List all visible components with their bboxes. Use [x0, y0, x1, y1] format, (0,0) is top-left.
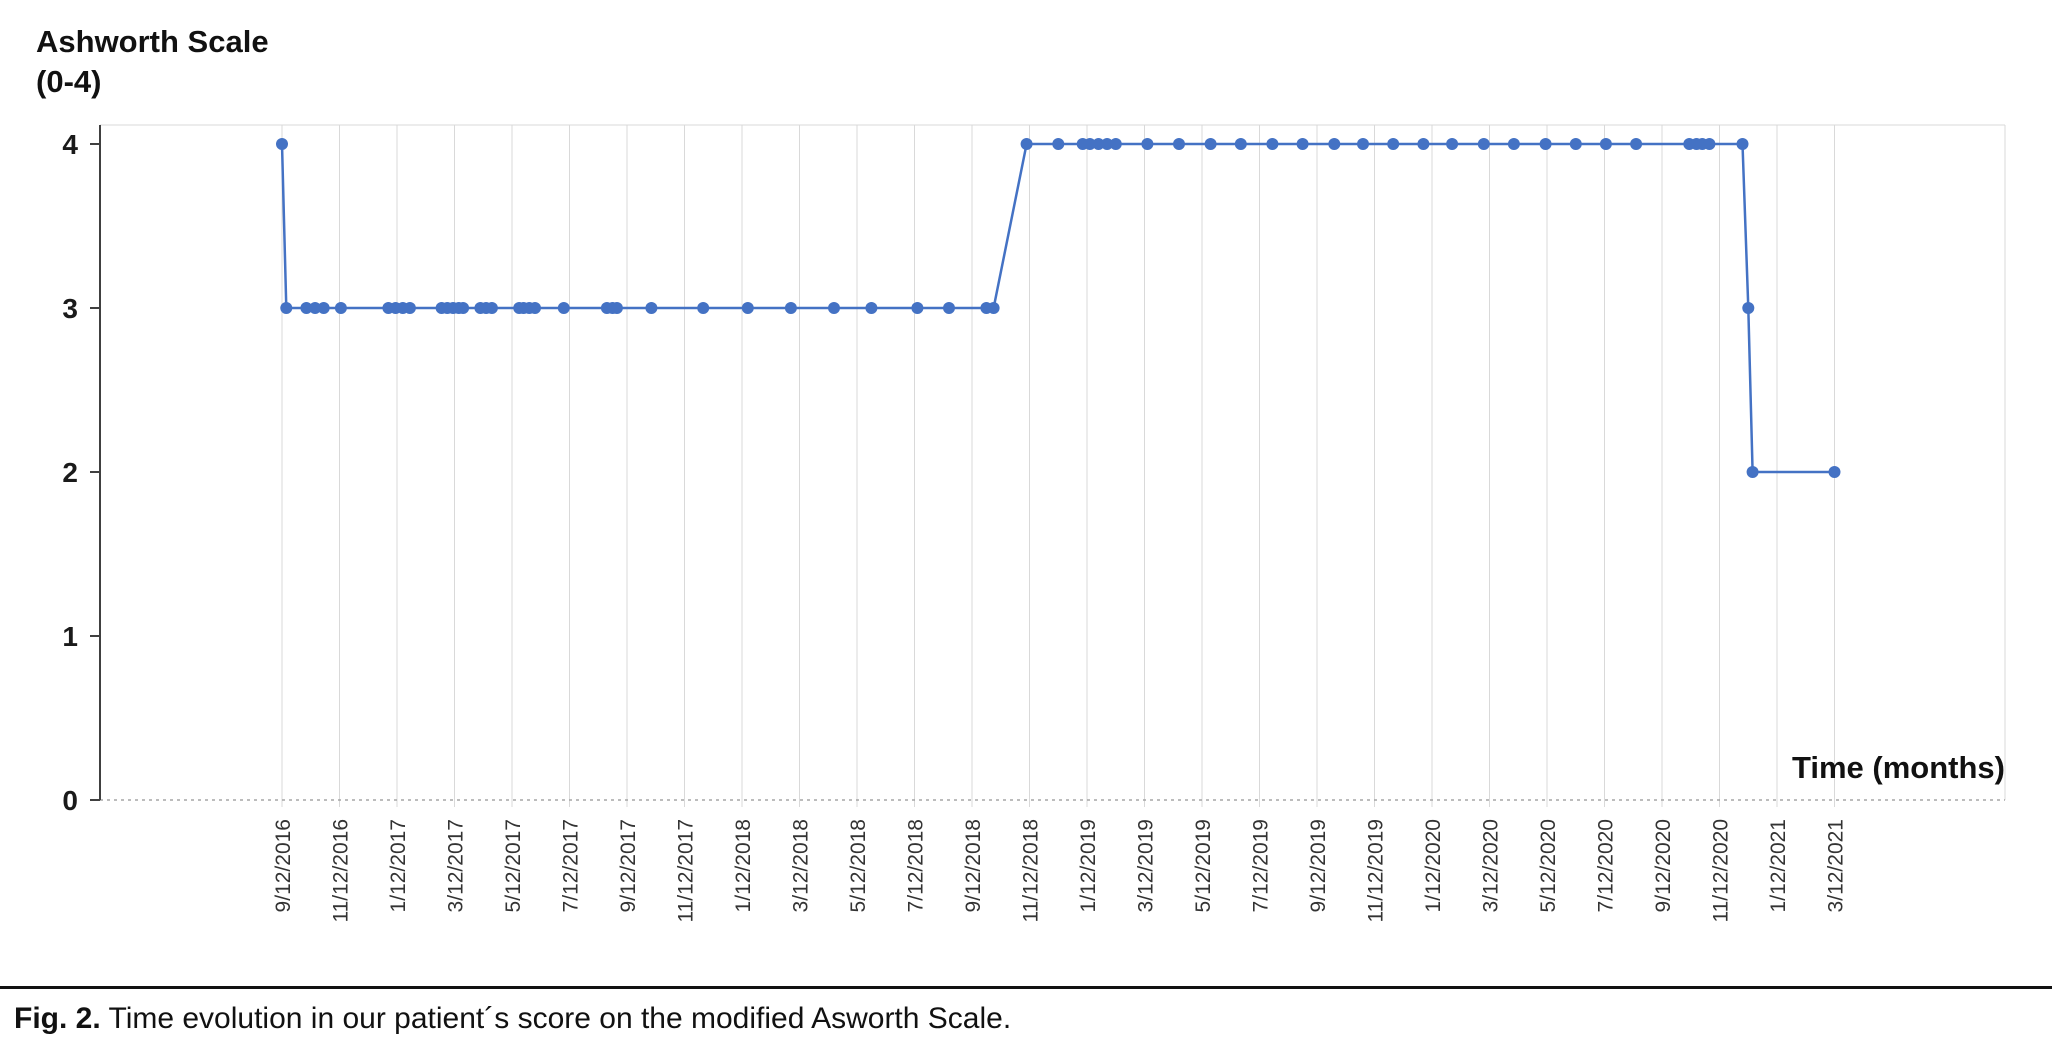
data-point	[1266, 138, 1279, 150]
y-axis-title-line2: (0-4)	[36, 63, 102, 99]
data-point	[987, 302, 1000, 314]
data-point	[784, 302, 797, 314]
x-tick-label: 7/12/2018	[905, 819, 928, 912]
data-point	[1539, 138, 1552, 150]
x-tick-label: 1/12/2021	[1767, 819, 1790, 912]
x-tick-label: 3/12/2021	[1825, 819, 1848, 912]
data-point	[1507, 138, 1520, 150]
x-tick-label: 9/12/2016	[272, 819, 295, 912]
data-point	[485, 302, 498, 314]
data-point	[1446, 138, 1459, 150]
data-point	[280, 302, 293, 314]
data-point	[1742, 302, 1755, 314]
data-point	[610, 302, 623, 314]
data-point	[1387, 138, 1400, 150]
data-point	[645, 302, 658, 314]
data-point	[529, 302, 541, 314]
x-tick-label: 7/12/2020	[1595, 819, 1618, 912]
y-tick-label: 4	[62, 129, 78, 160]
data-point	[334, 302, 347, 314]
data-point	[697, 302, 710, 314]
x-tick-label: 5/12/2018	[847, 819, 870, 912]
data-point	[1569, 138, 1582, 150]
x-tick-label: 7/12/2019	[1250, 819, 1273, 912]
data-point	[1599, 138, 1612, 150]
data-point	[1703, 138, 1716, 150]
data-point	[911, 302, 924, 314]
data-point	[317, 302, 330, 314]
x-tick-label: 3/12/2017	[445, 819, 468, 912]
data-point	[943, 302, 955, 314]
data-point	[1328, 138, 1341, 150]
x-tick-label: 11/12/2020	[1710, 819, 1733, 923]
data-point	[1417, 138, 1430, 150]
y-axis-title: Ashworth Scale (0-4)	[36, 22, 269, 101]
data-point	[1101, 138, 1114, 150]
data-point	[1477, 138, 1490, 150]
data-point	[1296, 138, 1309, 150]
data-point	[1828, 466, 1841, 478]
data-point	[1736, 138, 1749, 150]
x-tick-label: 9/12/2020	[1652, 819, 1675, 912]
data-point	[1052, 138, 1065, 150]
x-tick-label: 5/12/2020	[1537, 819, 1560, 912]
data-point	[403, 302, 416, 314]
data-point	[300, 302, 313, 314]
caption-text: Time evolution in our patient´s score on…	[108, 1002, 1012, 1035]
data-point	[1173, 138, 1185, 150]
y-tick-label: 2	[62, 457, 78, 488]
data-point	[1092, 138, 1105, 150]
data-point	[457, 302, 470, 314]
x-tick-label: 9/12/2019	[1307, 819, 1330, 912]
data-point	[1357, 138, 1369, 150]
data-point	[1083, 138, 1096, 150]
data-point	[828, 302, 840, 314]
x-tick-label: 11/12/2019	[1365, 819, 1388, 923]
data-point	[1746, 466, 1759, 478]
data-point	[1109, 138, 1122, 150]
x-tick-label: 9/12/2017	[617, 819, 640, 912]
x-tick-label: 3/12/2020	[1480, 819, 1503, 912]
x-tick-label: 3/12/2019	[1135, 819, 1158, 912]
data-point	[309, 302, 322, 314]
x-tick-label: 1/12/2017	[387, 819, 410, 912]
x-tick-label: 7/12/2017	[560, 819, 583, 912]
y-tick-label: 1	[62, 621, 78, 652]
caption-label: Fig. 2.	[14, 1002, 101, 1035]
y-axis-title-line1: Ashworth Scale	[36, 24, 269, 59]
x-tick-label: 11/12/2017	[675, 819, 698, 923]
x-tick-label: 3/12/2018	[790, 819, 813, 912]
x-tick-label: 5/12/2017	[502, 819, 525, 912]
data-point	[1204, 138, 1217, 150]
x-tick-label: 5/12/2019	[1192, 819, 1215, 912]
caption-rule	[0, 986, 2052, 989]
x-axis-title: Time (months)	[1792, 750, 2005, 785]
ashworth-score-line-chart: 9/12/2016 11/12/2016 1/12/2017 3/12/2017 5/1…	[62, 124, 2006, 923]
data-point	[276, 138, 288, 150]
x-tick-label: 1/12/2019	[1077, 819, 1100, 912]
x-tick-label: 11/12/2018	[1020, 819, 1043, 923]
x-tick-label: 11/12/2016	[330, 819, 353, 923]
data-point	[741, 302, 754, 314]
data-point	[1234, 138, 1247, 150]
y-tick-label: 0	[62, 785, 78, 816]
x-tick-label: 1/12/2020	[1422, 819, 1445, 912]
figure-caption: Fig. 2. Time evolution in our patient´s …	[14, 1002, 1011, 1036]
x-tick-label: 1/12/2018	[732, 819, 755, 912]
data-point	[557, 302, 570, 314]
data-point	[1020, 138, 1033, 150]
data-point	[1141, 138, 1154, 150]
y-tick-label: 3	[62, 293, 78, 324]
data-point	[1630, 138, 1643, 150]
x-tick-label: 9/12/2018	[962, 819, 985, 912]
data-point	[865, 302, 878, 314]
